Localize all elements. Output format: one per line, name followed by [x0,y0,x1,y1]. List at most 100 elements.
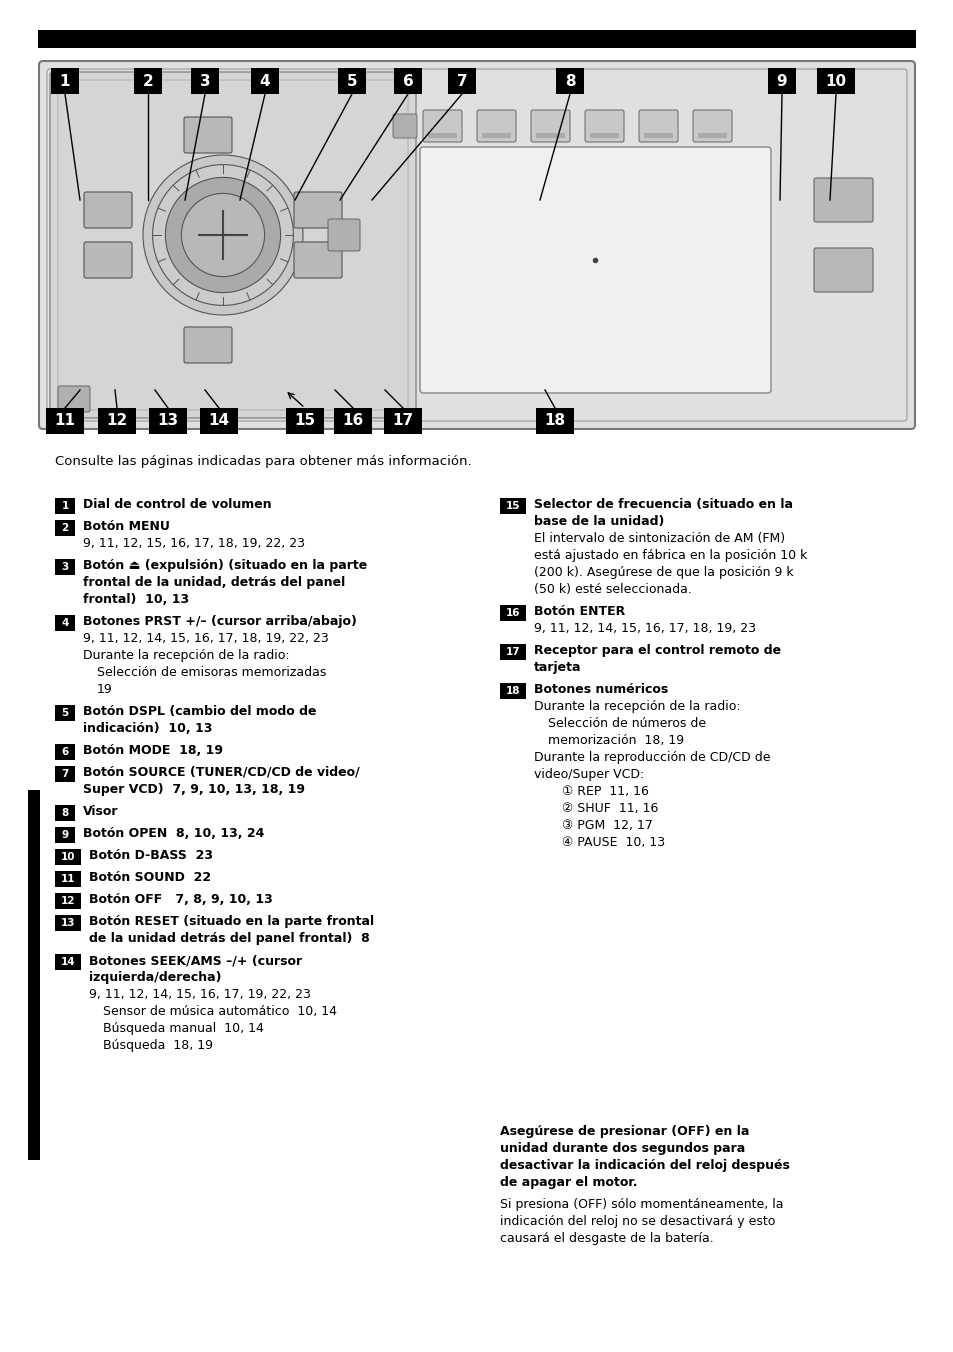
Text: Dial de control de volumen: Dial de control de volumen [83,498,272,511]
Text: está ajustado en fábrica en la posición 10 k: está ajustado en fábrica en la posición … [534,549,806,562]
Text: 6: 6 [61,748,69,757]
Text: 17: 17 [505,648,519,657]
Bar [46,408,84,434]
Text: 7: 7 [61,769,69,779]
Text: 10: 10 [61,852,75,863]
Bar [55,498,75,514]
Text: 11: 11 [61,873,75,884]
Bar [286,408,324,434]
Circle shape [143,155,303,315]
Text: Durante la recepción de la radio:: Durante la recepción de la radio: [534,700,740,713]
Bar [337,68,366,95]
Text: Botones PRST +/– (cursor arriba/abajo): Botones PRST +/– (cursor arriba/abajo) [83,615,356,627]
Bar [55,615,75,631]
FancyBboxPatch shape [184,118,232,153]
Bar [55,521,75,535]
Text: video/Super VCD:: video/Super VCD: [534,768,643,781]
FancyBboxPatch shape [58,387,90,412]
Text: ② SHUF  11, 16: ② SHUF 11, 16 [561,802,658,815]
Text: 14: 14 [61,957,75,967]
FancyBboxPatch shape [39,61,914,429]
Text: 16: 16 [342,414,363,429]
Text: 16: 16 [505,608,519,618]
Text: 1: 1 [60,73,71,88]
FancyBboxPatch shape [393,114,416,138]
Bar [51,68,79,95]
Text: Receptor para el control remoto de: Receptor para el control remoto de [534,644,781,657]
Text: ④ PAUSE  10, 13: ④ PAUSE 10, 13 [561,836,664,849]
FancyBboxPatch shape [294,242,341,279]
Bar [536,132,564,138]
Text: 12: 12 [107,414,128,429]
Circle shape [165,177,280,292]
Text: indicación del reloj no se desactivará y esto: indicación del reloj no se desactivará y… [499,1215,775,1228]
Text: 9, 11, 12, 14, 15, 16, 17, 18, 19, 23: 9, 11, 12, 14, 15, 16, 17, 18, 19, 23 [534,622,755,635]
Text: Visor: Visor [83,804,118,818]
Bar [55,955,81,969]
Bar [499,644,525,660]
Bar [191,68,219,95]
Text: 9: 9 [61,830,69,840]
FancyBboxPatch shape [476,110,516,142]
Text: Búsqueda manual  10, 14: Búsqueda manual 10, 14 [103,1022,264,1036]
Bar [816,68,854,95]
Text: 11: 11 [54,414,75,429]
Text: Búsqueda  18, 19: Búsqueda 18, 19 [103,1038,213,1052]
Text: 9, 11, 12, 14, 15, 16, 17, 18, 19, 22, 23: 9, 11, 12, 14, 15, 16, 17, 18, 19, 22, 2… [83,631,329,645]
Bar [149,408,187,434]
Text: indicación)  10, 13: indicación) 10, 13 [83,722,213,735]
Text: Botones numéricos: Botones numéricos [534,683,667,696]
Text: Botón DSPL (cambio del modo de: Botón DSPL (cambio del modo de [83,704,316,718]
Text: tarjeta: tarjeta [534,661,581,675]
Text: 7: 7 [456,73,467,88]
Text: 17: 17 [392,414,414,429]
Text: de la unidad detrás del panel frontal)  8: de la unidad detrás del panel frontal) 8 [89,932,370,945]
Text: (200 k). Asegúrese de que la posición 9 k: (200 k). Asegúrese de que la posición 9 … [534,566,793,579]
Text: 10: 10 [824,73,845,88]
Bar [499,498,525,514]
Text: 3: 3 [61,562,69,572]
Text: 13: 13 [157,414,178,429]
Text: Selector de frecuencia (situado en la: Selector de frecuencia (situado en la [534,498,792,511]
Bar [55,704,75,721]
Bar [55,558,75,575]
Bar [536,408,574,434]
Text: Sensor de música automático  10, 14: Sensor de música automático 10, 14 [103,1005,336,1018]
Bar [98,408,136,434]
Bar [55,871,81,887]
Text: Si presiona (OFF) sólo momentáneamente, la: Si presiona (OFF) sólo momentáneamente, … [499,1198,782,1211]
Bar [251,68,278,95]
Bar [643,132,672,138]
Text: Consulte las páginas indicadas para obtener más información.: Consulte las páginas indicadas para obte… [55,456,471,468]
Text: de apagar el motor.: de apagar el motor. [499,1176,637,1188]
Text: ① REP  11, 16: ① REP 11, 16 [561,786,648,798]
Text: Botón OPEN  8, 10, 13, 24: Botón OPEN 8, 10, 13, 24 [83,827,264,840]
Text: 18: 18 [505,685,519,696]
Text: 19: 19 [97,683,112,696]
Bar [133,68,162,95]
Text: (50 k) esté seleccionada.: (50 k) esté seleccionada. [534,583,691,596]
Bar [55,827,75,844]
Text: 9, 11, 12, 15, 16, 17, 18, 19, 22, 23: 9, 11, 12, 15, 16, 17, 18, 19, 22, 23 [83,537,305,550]
Text: 13: 13 [61,918,75,927]
FancyBboxPatch shape [419,147,770,393]
Text: frontal)  10, 13: frontal) 10, 13 [83,594,189,606]
Text: 4: 4 [259,73,270,88]
Text: izquierda/derecha): izquierda/derecha) [89,971,221,984]
Text: Selección de emisoras memorizadas: Selección de emisoras memorizadas [97,667,326,679]
Text: desactivar la indicación del reloj después: desactivar la indicación del reloj despu… [499,1159,789,1172]
Bar [499,604,525,621]
FancyBboxPatch shape [184,327,232,362]
Text: 18: 18 [544,414,565,429]
Bar [200,408,237,434]
FancyBboxPatch shape [813,178,872,222]
Bar [55,767,75,781]
FancyBboxPatch shape [813,247,872,292]
Text: 2: 2 [61,523,69,533]
Text: 2: 2 [143,73,153,88]
FancyBboxPatch shape [294,192,341,228]
Text: memorización  18, 19: memorización 18, 19 [547,734,683,748]
Text: Botón SOURCE (TUNER/CD/CD de video/: Botón SOURCE (TUNER/CD/CD de video/ [83,767,359,779]
Text: Botones SEEK/AMS –/+ (cursor: Botones SEEK/AMS –/+ (cursor [89,955,302,967]
Text: base de la unidad): base de la unidad) [534,515,663,529]
